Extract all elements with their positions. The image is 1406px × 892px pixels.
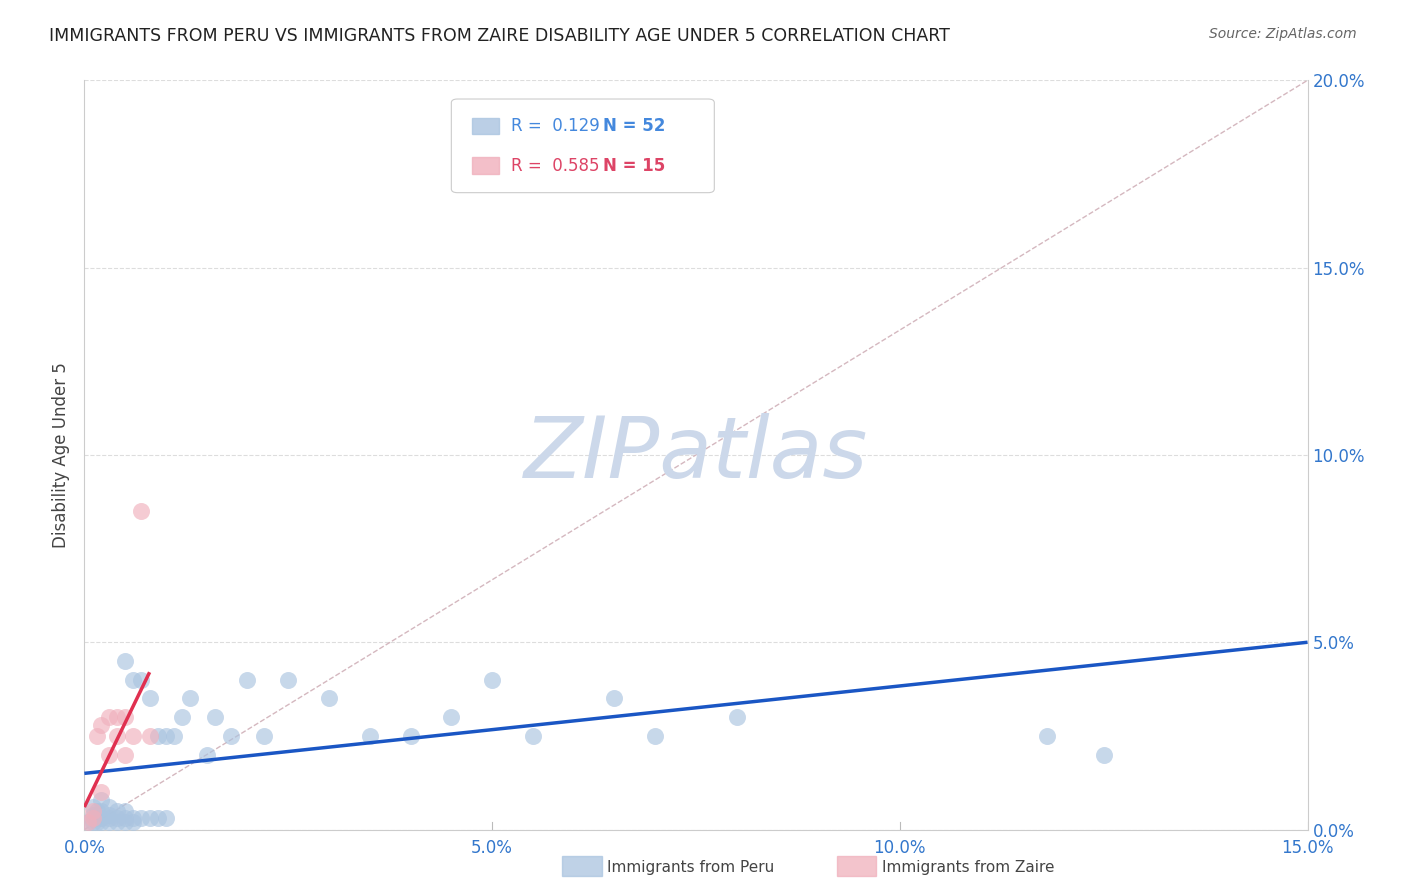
Point <box>90 815 112 830</box>
Point <box>318 691 340 706</box>
Point <box>163 729 186 743</box>
Point <box>603 691 626 706</box>
Point <box>90 792 112 806</box>
Point <box>97 800 120 814</box>
Point <box>138 811 160 825</box>
Point <box>86 729 108 743</box>
Point <box>90 785 112 799</box>
Point <box>97 815 120 830</box>
Point <box>105 710 128 724</box>
Point <box>131 504 153 518</box>
Point <box>97 747 120 762</box>
FancyBboxPatch shape <box>472 118 499 135</box>
Point <box>1092 747 1115 762</box>
Point <box>131 811 153 825</box>
Point <box>97 811 120 825</box>
Point <box>97 710 120 724</box>
Text: Immigrants from Zaire: Immigrants from Zaire <box>882 860 1054 874</box>
Text: Source: ZipAtlas.com: Source: ZipAtlas.com <box>1209 27 1357 41</box>
Point <box>146 729 169 743</box>
Point <box>114 654 136 668</box>
FancyBboxPatch shape <box>472 157 499 174</box>
Point <box>90 811 112 825</box>
Point <box>236 673 259 687</box>
Point <box>90 717 112 731</box>
Point <box>122 815 145 830</box>
Point <box>179 691 201 706</box>
Point <box>122 729 145 743</box>
Text: R =  0.585: R = 0.585 <box>512 157 600 175</box>
Point <box>77 815 100 830</box>
Point <box>440 710 463 724</box>
Point <box>114 815 136 830</box>
Point <box>219 729 242 743</box>
Point <box>725 710 748 724</box>
Point <box>90 804 112 818</box>
Y-axis label: Disability Age Under 5: Disability Age Under 5 <box>52 362 70 548</box>
Point <box>82 811 104 825</box>
Point <box>155 811 177 825</box>
Point <box>204 710 226 724</box>
Point <box>77 815 100 830</box>
Point <box>82 800 104 814</box>
Point <box>114 747 136 762</box>
Point <box>277 673 299 687</box>
Text: ZIPatlas: ZIPatlas <box>524 413 868 497</box>
Text: R =  0.129: R = 0.129 <box>512 117 600 135</box>
Point <box>359 729 381 743</box>
Text: N = 52: N = 52 <box>603 117 665 135</box>
Point <box>122 811 145 825</box>
Point <box>122 673 145 687</box>
Point <box>86 815 108 830</box>
Text: Immigrants from Peru: Immigrants from Peru <box>607 860 775 874</box>
Point <box>195 747 218 762</box>
Point <box>97 807 120 822</box>
Point <box>86 804 108 818</box>
Point <box>155 729 177 743</box>
Point <box>481 673 503 687</box>
Point <box>105 729 128 743</box>
Point <box>82 815 104 830</box>
Point <box>82 807 104 822</box>
Point <box>253 729 276 743</box>
Point <box>399 729 422 743</box>
Point <box>1035 729 1057 743</box>
Point <box>138 691 160 706</box>
Point <box>105 804 128 818</box>
Point <box>146 811 169 825</box>
Point <box>114 804 136 818</box>
Point <box>82 804 104 818</box>
FancyBboxPatch shape <box>451 99 714 193</box>
Text: N = 15: N = 15 <box>603 157 665 175</box>
Point <box>114 710 136 724</box>
Point <box>644 729 666 743</box>
Point <box>522 729 544 743</box>
Point <box>131 673 153 687</box>
Point <box>138 729 160 743</box>
Point <box>105 815 128 830</box>
Point <box>172 710 194 724</box>
Point <box>105 811 128 825</box>
Text: IMMIGRANTS FROM PERU VS IMMIGRANTS FROM ZAIRE DISABILITY AGE UNDER 5 CORRELATION: IMMIGRANTS FROM PERU VS IMMIGRANTS FROM … <box>49 27 950 45</box>
Point <box>114 811 136 825</box>
